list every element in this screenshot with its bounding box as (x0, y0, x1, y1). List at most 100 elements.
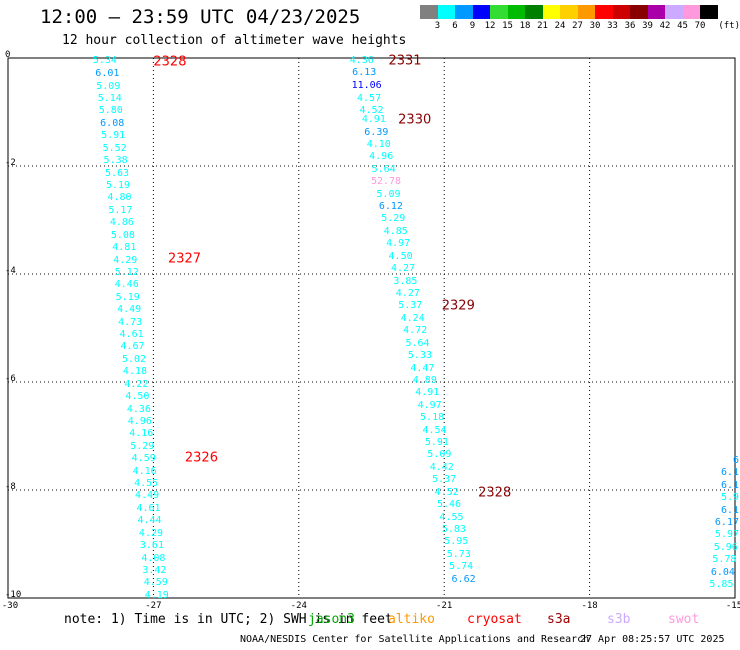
colorbar-tick-label: 33 (607, 21, 618, 31)
y-tick-label: -2 (5, 158, 16, 168)
colorbar-tick-label: 3 (434, 21, 441, 31)
x-tick-label: -21 (436, 601, 453, 611)
wave-height-value: 5.37 (398, 300, 423, 312)
wave-height-value: 4.16 (129, 428, 154, 440)
colorbar-swatch (472, 5, 490, 19)
wave-height-value: 5.85 (709, 579, 734, 591)
wave-height-value: 4.54 (422, 424, 447, 436)
wave-height-value: 4.89 (412, 374, 437, 386)
colorbar-tick-label: 42 (659, 21, 671, 31)
wave-height-value: 5.08 (110, 229, 135, 241)
wave-height-value: 4.29 (113, 254, 138, 266)
colorbar-swatch (647, 5, 665, 19)
wave-height-value: 4.29 (138, 527, 164, 539)
orbit-track-label: 2328 (153, 54, 187, 70)
wave-height-value: 11.06 (351, 80, 382, 92)
wave-height-value: 5.19 (105, 179, 131, 191)
wave-height-value: 5.83 (441, 523, 466, 535)
wave-height-value: 5.52 (102, 142, 127, 154)
wave-height-value: 4.36 (126, 403, 151, 415)
wave-height-value: 5.19 (115, 291, 140, 303)
wave-height-value: 5.63 (105, 167, 130, 179)
wave-height-value: 5.96 (713, 541, 738, 553)
wave-height-value: 5.91 (101, 130, 126, 142)
wave-height-value: 4.16 (132, 465, 157, 477)
colorbar-tick-label: 21 (537, 21, 548, 31)
wave-height-value: 3.61 (139, 540, 164, 552)
wave-height-value: 4.27 (390, 263, 416, 275)
colorbar-tick-label: 15 (502, 21, 513, 31)
colorbar-swatch (420, 5, 438, 19)
satellite-legend-item: jason3 (308, 612, 355, 627)
wave-height-value: 4.67 (120, 341, 145, 353)
wave-height-value: 4.10 (366, 138, 391, 150)
wave-height-value: 5.64 (405, 337, 430, 349)
orbit-track-label: 2329 (441, 298, 475, 314)
wave-height-value: 6.39 (364, 126, 389, 138)
colorbar-swatch (612, 5, 630, 19)
colorbar-tick-label: 12 (484, 21, 496, 31)
wave-height-value: 4.08 (141, 552, 166, 564)
wave-height-value: 4.81 (112, 242, 137, 254)
colorbar-tick-label: 36 (624, 21, 636, 31)
colorbar-tick-label: 9 (469, 21, 476, 31)
y-tick-label: -8 (5, 482, 16, 492)
wave-height-value: 5.9 (720, 492, 739, 504)
wave-height-value: 5.17 (108, 204, 133, 216)
wave-height-value: 4.73 (118, 316, 143, 328)
wave-height-value: 6.1 (720, 479, 739, 491)
x-tick-label: -30 (1, 601, 19, 611)
wave-height-value: 4.47 (410, 362, 435, 374)
colorbar-swatch (490, 5, 508, 19)
satellite-legend-item: s3a (547, 612, 571, 627)
wave-height-value: 4.59 (131, 453, 156, 465)
colorbar-swatch (560, 5, 578, 19)
wave-height-value: 5.37 (432, 474, 457, 486)
x-tick-label: -18 (581, 601, 598, 611)
wave-height-value: 4.19 (144, 589, 169, 601)
wave-height-value: 5.09 (376, 188, 401, 200)
footer-date: 27 Apr 08:25:57 UTC 2025 (580, 634, 725, 645)
wave-height-value: 4.80 (107, 192, 132, 204)
x-tick-label: -27 (145, 601, 162, 611)
orbit-track-label: 2331 (388, 53, 422, 69)
colorbar-tick-label: 24 (554, 21, 566, 31)
wave-height-value: 5.38 (103, 155, 128, 167)
wave-height-value: 4.52 (434, 486, 459, 498)
wave-height-value: 4.72 (403, 325, 428, 337)
wave-height-value: 5.46 (436, 499, 462, 511)
wave-height-value: 4.55 (134, 478, 159, 490)
colorbar-swatch (630, 5, 648, 19)
wave-height-value: 5.14 (97, 93, 122, 105)
colorbar-swatch (542, 5, 560, 19)
y-tick-label: 0 (5, 50, 11, 60)
color-scale-legend: 3 6 9 12 15 18 21 24 27 30 33 36 39 42 45 70 (ft) (420, 5, 740, 33)
wave-height-value: 4.91 (415, 387, 440, 399)
colorbar-tick-label: 30 (589, 21, 601, 31)
wave-height-value: 5.29 (381, 213, 406, 225)
wave-height-value: 5.95 (444, 536, 469, 548)
satellite-legend-item: swot (668, 612, 700, 627)
wave-height-value: 6.17 (714, 516, 739, 528)
wave-height-value: 6.13 (352, 67, 377, 79)
wave-height-value: 4.57 (357, 93, 382, 105)
orbit-track-label: 2326 (184, 450, 218, 466)
wave-height-value: 4.44 (137, 515, 162, 527)
wave-height-value: 5.29 (130, 440, 155, 452)
wave-height-value: 6.12 (378, 201, 403, 213)
colorbar-swatch (700, 5, 718, 19)
wave-height-value: 3.42 (142, 565, 167, 576)
wave-height-value: 4.50 (388, 250, 413, 262)
wave-height-value: 4.59 (143, 577, 168, 589)
wave-height-value: 5.02 (121, 353, 147, 365)
wave-height-value: 4.97 (386, 238, 411, 250)
wave-height-value: 5.12 (114, 266, 139, 278)
wave-height-value: 4.49 (135, 490, 160, 502)
wave-height-value: 5.09 (96, 80, 121, 92)
wave-height-value: 4.55 (439, 511, 464, 523)
y-tick-label: -4 (5, 266, 16, 276)
wave-height-value: 5.64 (371, 163, 396, 175)
x-tick-label: -15 (725, 601, 740, 611)
wave-height-value: 6 (732, 454, 739, 466)
